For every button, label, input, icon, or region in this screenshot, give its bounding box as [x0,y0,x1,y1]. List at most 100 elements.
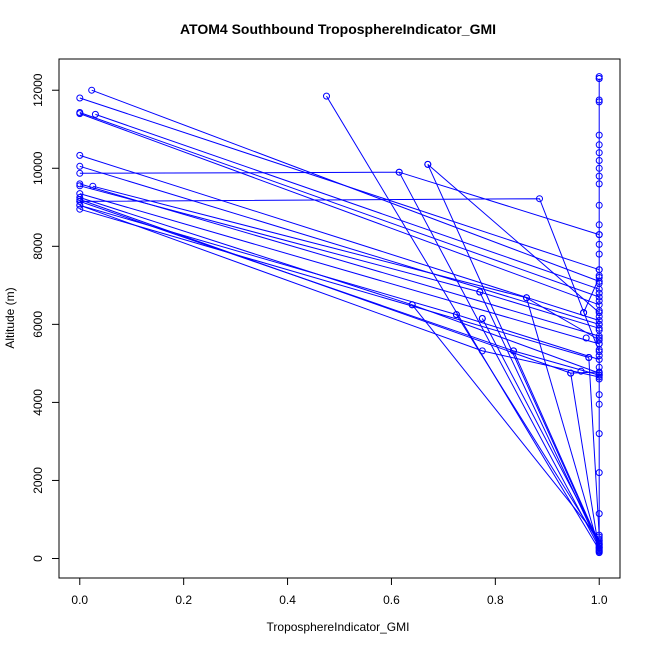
data-point [510,347,517,355]
data-point [595,324,603,332]
data-point [595,131,603,139]
data-point [595,164,603,172]
data-point [595,363,603,371]
y-tick-label: 2000 [31,467,45,494]
data-point [595,375,603,383]
x-tick-label: 0.0 [71,593,88,607]
data-point [595,510,603,518]
data-point [595,172,603,180]
data-point [595,231,603,239]
data-point [595,371,603,379]
x-axis-label: TroposphereIndicator_GMI [267,620,410,634]
series-line [326,95,600,551]
data-point [76,197,84,205]
data-point [595,279,603,287]
series-line [398,171,600,548]
data-point [595,289,603,297]
series-line [79,97,600,271]
series-line [411,304,600,540]
y-tick-label: 10000 [31,151,45,185]
data-point [595,400,603,408]
series-line [513,350,600,544]
x-axis: 0.0 0.2 0.4 0.6 0.8 1.0 [71,578,608,607]
data-point [89,182,97,190]
data-point [536,195,543,203]
data-point [595,297,603,305]
data-point [76,205,84,213]
series-line [570,373,600,552]
data-point [595,75,603,82]
series-line [95,113,600,290]
data-point [595,430,603,438]
x-tick-label: 1.0 [591,593,608,607]
series-line [79,165,600,325]
data-point [76,151,84,159]
x-tick-label: 0.4 [279,593,296,607]
data-point [595,250,603,258]
y-tick-label: 4000 [31,389,45,416]
data-point [452,311,460,319]
data-point [595,373,603,381]
series-line [79,198,600,352]
data-point [595,313,603,320]
data-point [76,194,84,201]
x-tick-label: 0.6 [383,593,400,607]
series-line [481,318,600,542]
y-tick-label: 8000 [31,233,45,260]
plot-frame [58,58,621,579]
data-point [595,356,603,363]
data-point [567,369,575,377]
x-tick-label: 0.8 [487,593,504,607]
chart-title: ATOM4 Southbound TroposphereIndicator_GM… [180,21,496,37]
series-line [79,193,600,345]
y-axis: 0 2000 4000 6000 8000 10000 12000 [31,73,59,562]
data-point [580,309,588,317]
data-point [76,94,84,102]
series-line [588,357,600,536]
data-point [595,309,603,317]
data-point [595,326,603,334]
series-line [427,164,600,546]
series-line [79,113,600,306]
data-point [595,96,603,104]
data-point [582,334,590,342]
data-point [76,182,84,190]
data-point [595,141,603,149]
data-point [523,294,530,302]
data-point [595,336,603,344]
data-point [595,391,603,399]
data-point [76,180,84,188]
data-point [76,169,84,177]
data-point [595,348,603,356]
series-line [79,112,600,298]
data-point [595,272,603,280]
data-point [595,368,603,376]
data-point [323,92,330,100]
data-point [76,110,84,118]
data-point [595,157,603,164]
y-axis-label: Altitude (m) [3,287,17,348]
data-point [595,533,603,541]
data-point [88,86,96,94]
series-layer [79,78,600,553]
data-point [595,73,603,81]
data-point [424,160,432,168]
y-tick-label: 12000 [31,73,45,107]
data-point [595,544,603,552]
x-tick-label: 0.2 [175,593,192,607]
y-tick-label: 0 [31,555,45,562]
data-point [595,180,603,188]
data-point [478,347,486,355]
series-line [79,154,600,321]
data-point [595,537,603,545]
data-point [577,367,585,375]
data-point [595,201,603,209]
data-point [478,315,486,322]
data-point [595,293,603,301]
series-line [79,204,600,378]
data-point [595,549,603,557]
data-point [595,240,603,248]
points-layer [76,73,603,557]
